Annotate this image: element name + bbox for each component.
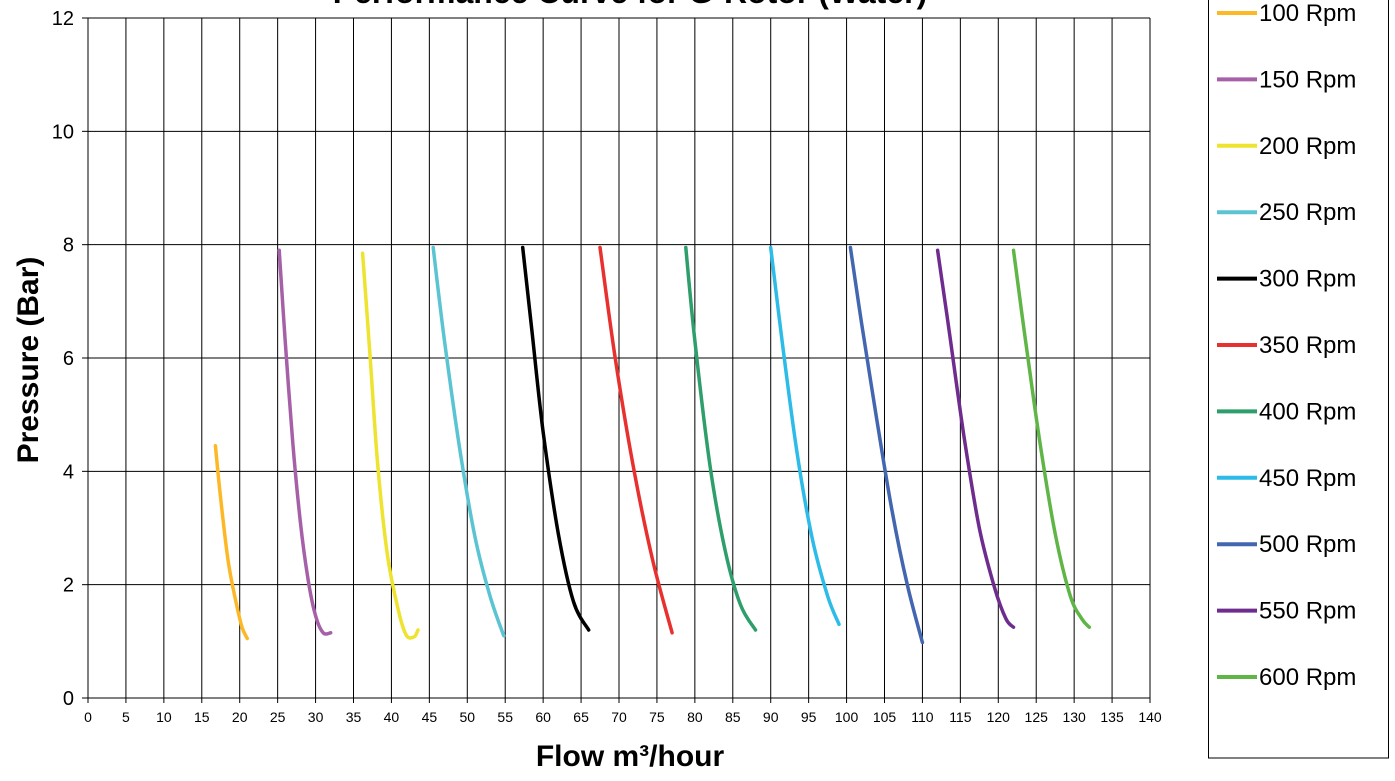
grid-lines [82,17,1151,703]
y-tick-label: 4 [63,461,74,483]
series-line-550-rpm [935,248,1016,629]
y-tick-label: 8 [63,235,74,257]
x-tick-label: 110 [911,709,934,725]
series-line-400-rpm [684,245,758,632]
y-tick-label: 6 [63,348,74,370]
y-axis-title: Pressure (Bar) [12,257,45,464]
chart-title: Performance Curve for G-Rotor (Water) [333,0,927,10]
x-tick-label: 95 [801,709,817,725]
series-line-300-rpm [520,245,591,632]
x-tick-label: 75 [649,709,665,725]
y-tick-label: 10 [52,121,74,143]
x-tick-label: 10 [156,709,172,725]
x-tick-label: 70 [611,709,627,725]
x-tick-label: 90 [763,709,779,725]
x-tick-label: 20 [232,709,248,725]
series-line-600-rpm [1011,248,1092,629]
y-tick-label: 2 [63,575,74,597]
x-tick-label: 125 [1025,709,1049,725]
legend: 100 Rpm 150 Rpm 200 Rpm 250 Rpm 300 Rpm 350 R… [1208,0,1389,759]
x-tick-label: 105 [873,709,897,725]
x-tick-label: 45 [422,709,438,725]
x-tick-label: 65 [573,709,589,725]
legend-label-300-rpm: 300 Rpm [1259,266,1356,293]
legend-label-250-rpm: 250 Rpm [1259,199,1356,226]
x-tick-label: 25 [270,709,286,725]
legend-label-450-rpm: 450 Rpm [1259,465,1356,492]
series-line-150-rpm [277,248,333,636]
x-tick-label: 130 [1062,709,1086,725]
x-tick-label: 140 [1138,709,1162,725]
legend-label-550-rpm: 550 Rpm [1259,598,1356,625]
x-tick-label: 55 [497,709,513,725]
x-axis-title: Flow m³/hour [536,740,725,773]
series-line-100-rpm [213,444,250,641]
series-line-450-rpm [768,245,841,627]
legend-label-200-rpm: 200 Rpm [1259,133,1356,160]
legend-box [1208,0,1389,759]
x-tick-label: 15 [194,709,210,725]
plot-series [213,245,1092,645]
series-line-500-rpm [848,245,925,645]
x-tick-label: 120 [987,709,1011,725]
legend-label-400-rpm: 400 Rpm [1259,398,1356,425]
x-tick-label: 85 [725,709,741,725]
x-tick-label: 40 [384,709,400,725]
legend-label-500-rpm: 500 Rpm [1259,531,1356,558]
tick-labels: 0 5 10 15 20 25 30 35 40 45 50 55 60 65 70 75 80 85 90 95 10… [52,8,1162,725]
legend-label-150-rpm: 150 Rpm [1259,66,1356,93]
legend-label-600-rpm: 600 Rpm [1259,664,1356,691]
legend-label-350-rpm: 350 Rpm [1259,332,1356,359]
x-tick-label: 5 [122,709,130,725]
x-tick-label: 115 [949,709,972,725]
x-tick-label: 60 [535,709,551,725]
x-tick-label: 50 [459,709,475,725]
series-line-200-rpm [360,251,420,640]
x-tick-label: 0 [84,709,92,725]
series-line-350-rpm [598,245,674,635]
x-tick-label: 35 [346,709,362,725]
y-tick-label: 12 [52,8,74,30]
y-tick-label: 0 [63,688,74,710]
series-line-250-rpm [431,245,506,638]
legend-label-100-rpm: 100 Rpm [1259,0,1356,27]
x-tick-label: 100 [835,709,859,725]
x-tick-label: 80 [687,709,703,725]
x-tick-label: 30 [308,709,324,725]
x-tick-label: 135 [1100,709,1124,725]
